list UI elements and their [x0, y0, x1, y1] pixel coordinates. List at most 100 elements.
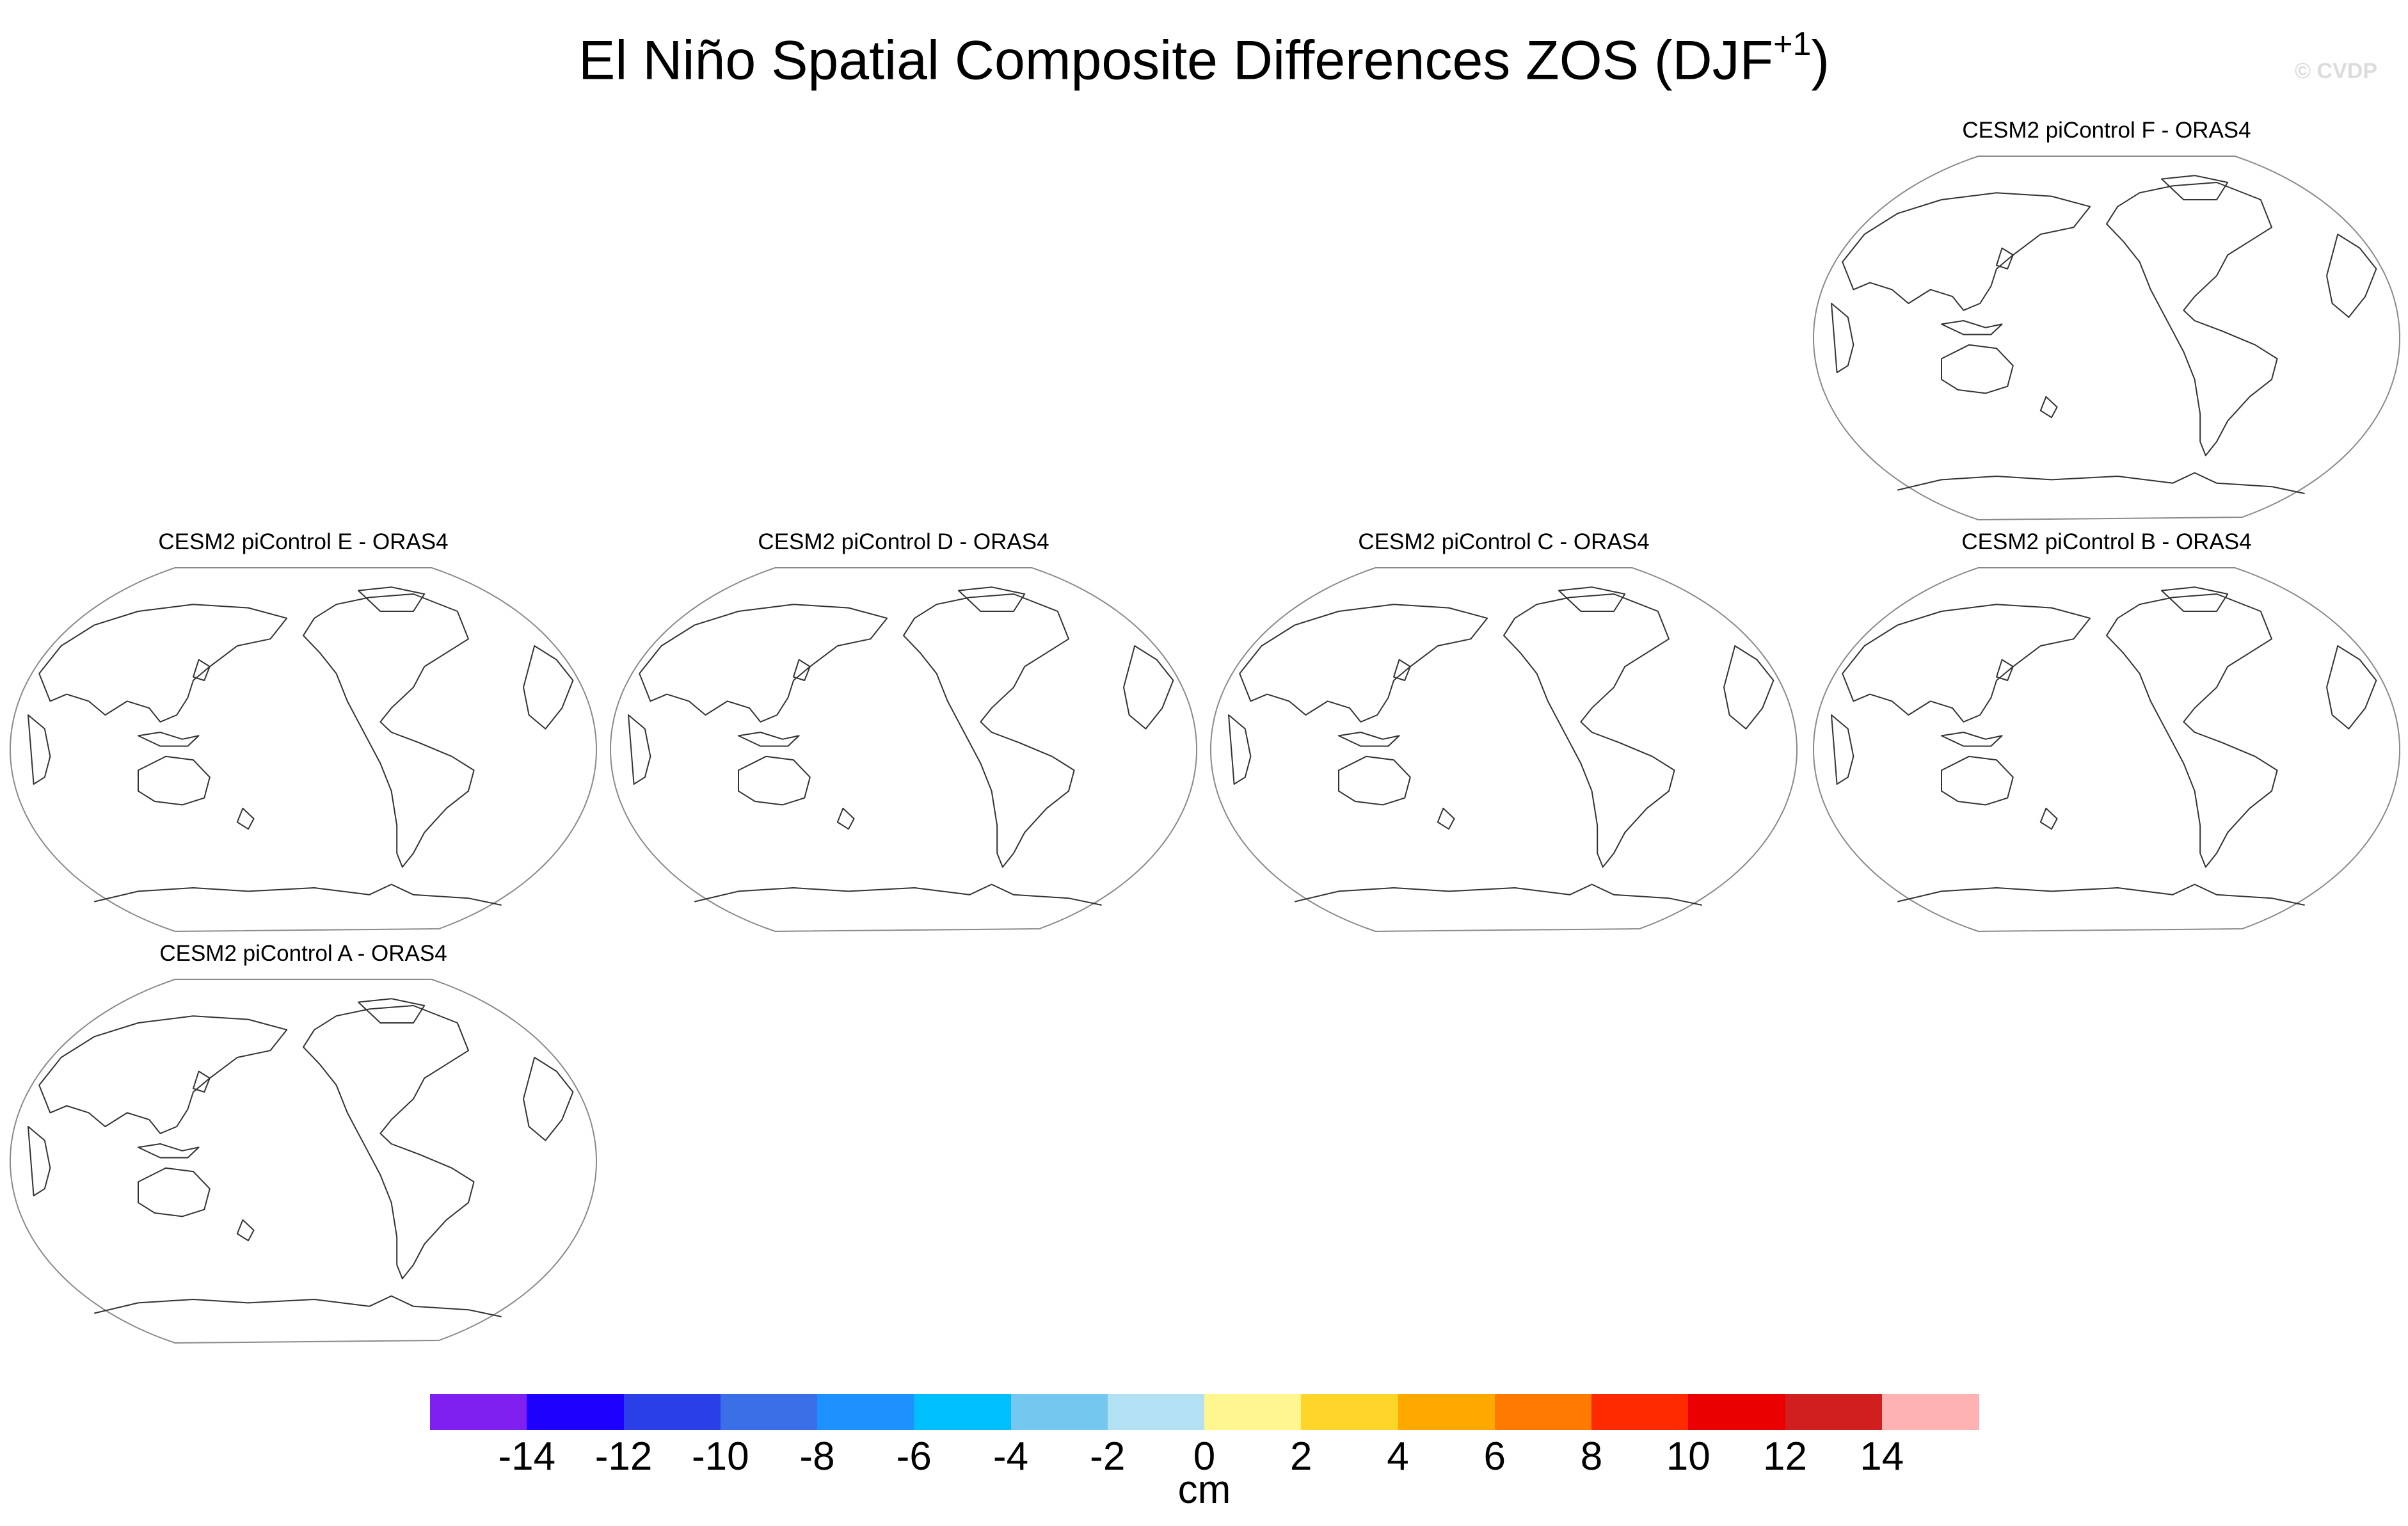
coastline-nz — [236, 807, 255, 830]
map-panel-a: CESM2 piControl A - ORAS4 — [9, 940, 598, 1349]
coastline-australia — [138, 1167, 211, 1217]
coastline-nz — [236, 1219, 255, 1242]
map-panel-b: CESM2 piControl B - ORAS4 — [1812, 528, 2401, 938]
coastline-antarctica — [93, 883, 502, 906]
coastline-greenland — [958, 586, 1026, 612]
map-panel-d: CESM2 piControl D - ORAS4 — [609, 528, 1198, 938]
coastline-greenland — [2161, 586, 2229, 612]
panel-title: CESM2 piControl C - ORAS4 — [1358, 529, 1650, 554]
panel-title: CESM2 piControl B - ORAS4 — [1961, 529, 2252, 554]
colorbar-box — [430, 1394, 527, 1430]
colorbar-tick-label: 14 — [1860, 1434, 1904, 1479]
colorbar-box — [623, 1394, 721, 1430]
coastline-japan — [1996, 659, 2014, 681]
coastline-africa_west — [1831, 714, 1854, 785]
colorbar-tick-label: 10 — [1666, 1434, 1710, 1479]
coastline-americas — [303, 1005, 475, 1280]
colorbar-unit-label: cm — [1177, 1468, 1231, 1512]
colorbar-tick-label: -6 — [896, 1434, 932, 1479]
figure-title: El Niño Spatial Composite Differences ZO… — [578, 26, 1830, 92]
colorbar-tick-label: 8 — [1580, 1434, 1603, 1479]
coastline-americas — [2106, 182, 2278, 456]
colorbar-box — [1881, 1394, 1979, 1430]
coastline-africa_edge — [1123, 645, 1174, 730]
coastline-eurasia — [38, 1015, 288, 1134]
coastline-africa_edge — [1723, 645, 1774, 730]
coastline-indonesia — [1941, 732, 2003, 747]
coastline-japan — [1996, 247, 2014, 269]
coastline-indonesia — [1941, 320, 2003, 335]
coastline-australia — [1941, 755, 2014, 806]
coastline-africa_edge — [2326, 234, 2377, 318]
coastline-japan — [793, 659, 811, 681]
world-map — [1813, 567, 2400, 933]
coastline-greenland — [358, 998, 426, 1024]
coastline-australia — [138, 755, 211, 806]
colorbar-tick-label: -4 — [993, 1434, 1029, 1479]
coastline-indonesia — [138, 732, 200, 747]
coastline-africa_west — [628, 714, 651, 785]
coastline-indonesia — [738, 732, 800, 747]
colorbar-box — [817, 1394, 914, 1430]
coastline-antarctica — [694, 883, 1102, 906]
coastline-eurasia — [1842, 604, 2091, 723]
coastline-greenland — [1558, 586, 1626, 612]
colorbar-box — [720, 1394, 818, 1430]
colorbar-box — [1688, 1394, 1785, 1430]
colorbar-box — [1494, 1394, 1592, 1430]
colorbar-tick-label: -2 — [1090, 1434, 1126, 1479]
coastline-japan — [1393, 659, 1411, 681]
coastline-japan — [193, 659, 211, 681]
coastline-africa_edge — [523, 645, 574, 730]
coastline-africa_edge — [2326, 645, 2377, 730]
coastline-africa_west — [28, 714, 51, 785]
coastline-indonesia — [138, 1143, 200, 1159]
map-boundary — [610, 567, 1197, 933]
colorbar-box — [1010, 1394, 1108, 1430]
world-map — [10, 567, 597, 933]
coastline-nz — [2039, 807, 2058, 830]
coastline-eurasia — [639, 604, 888, 723]
colorbar-tick-label: 4 — [1387, 1434, 1409, 1479]
colorbar-tick-label: 6 — [1483, 1434, 1506, 1479]
coastline-americas — [903, 593, 1075, 868]
world-map — [10, 979, 597, 1344]
map-boundary — [10, 567, 597, 933]
panel-title: CESM2 piControl A - ORAS4 — [159, 941, 447, 966]
map-boundary — [1210, 567, 1798, 933]
panel-title: CESM2 piControl F - ORAS4 — [1962, 118, 2251, 143]
colorbar-box — [527, 1394, 624, 1430]
colorbar-box — [1591, 1394, 1689, 1430]
panel-title: CESM2 piControl D - ORAS4 — [758, 529, 1049, 554]
colorbar-tick-label: -14 — [498, 1434, 556, 1479]
coastline-australia — [738, 755, 811, 806]
coastline-africa_west — [1831, 303, 1854, 373]
copyright-watermark: © CVDP — [2295, 59, 2377, 83]
coastline-greenland — [2161, 175, 2229, 200]
coastline-nz — [2039, 396, 2058, 419]
coastline-indonesia — [1338, 732, 1400, 747]
colorbar-box — [914, 1394, 1011, 1430]
coastline-japan — [193, 1070, 211, 1093]
coastline-antarctica — [1294, 883, 1702, 906]
map-boundary — [1813, 156, 2400, 521]
world-map — [610, 567, 1197, 933]
coastline-australia — [1941, 344, 2014, 394]
colorbar-box — [1398, 1394, 1495, 1430]
coastline-americas — [2106, 593, 2278, 868]
colorbar-tick-label: 0 — [1193, 1434, 1216, 1479]
coastline-africa_west — [28, 1126, 51, 1196]
colorbar-box — [1204, 1394, 1302, 1430]
colorbar-tick-label: -8 — [799, 1434, 835, 1479]
coastline-africa_west — [1228, 714, 1252, 785]
world-map — [1813, 156, 2400, 521]
colorbar-tick-label: 2 — [1290, 1434, 1312, 1479]
map-boundary — [10, 979, 597, 1344]
colorbar-box — [1107, 1394, 1205, 1430]
coastline-nz — [1437, 807, 1455, 830]
colorbar-tick-label: 12 — [1763, 1434, 1807, 1479]
colorbar — [430, 1394, 1979, 1430]
colorbar-tick-label: -12 — [594, 1434, 653, 1479]
colorbar-box — [1301, 1394, 1398, 1430]
coastline-eurasia — [1842, 192, 2091, 311]
